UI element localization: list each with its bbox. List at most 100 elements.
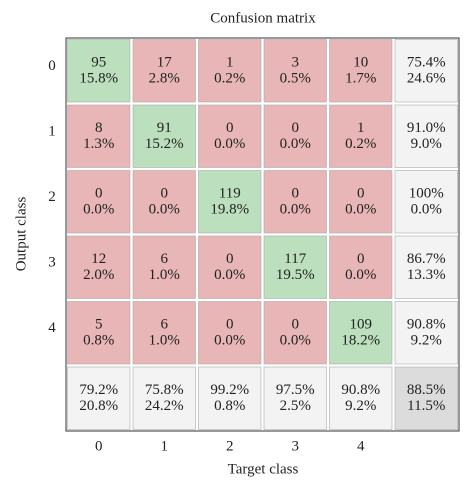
cell [132, 104, 196, 168]
cell [132, 235, 196, 299]
summary-text-top: 91.0% [407, 120, 446, 136]
x-tick-label: 3 [292, 438, 300, 454]
x-tick-label: 0 [95, 438, 103, 454]
chart-title: Confusion matrix [210, 10, 316, 26]
cell-text-bottom: 0.0% [280, 136, 311, 152]
cell-text-top: 0 [161, 185, 169, 201]
cell [67, 301, 131, 365]
summary-text-bottom: 13.3% [407, 267, 446, 283]
cell-text-top: 91 [157, 120, 172, 136]
cell-text-top: 0 [95, 185, 103, 201]
cell-text-bottom: 0.0% [345, 267, 376, 283]
cell-text-top: 119 [219, 185, 241, 201]
cell-text-top: 3 [292, 54, 300, 70]
cell-text-bottom: 0.0% [214, 332, 245, 348]
summary-text-top: 90.8% [407, 316, 446, 332]
cell-text-bottom: 19.5% [276, 267, 315, 283]
summary-text-top: 99.2% [210, 382, 249, 398]
cell [263, 39, 327, 103]
cell [132, 301, 196, 365]
overall-text-bottom: 11.5% [407, 398, 445, 414]
cell [198, 39, 262, 103]
cell [263, 104, 327, 168]
cell [198, 170, 262, 234]
summary-cell [67, 366, 131, 430]
summary-text-bottom: 0.0% [411, 201, 442, 217]
summary-text-top: 75.4% [407, 54, 446, 70]
summary-cell [198, 366, 262, 430]
cell-text-bottom: 0.0% [149, 201, 180, 217]
cell-text-bottom: 2.0% [83, 267, 114, 283]
summary-cell [132, 366, 196, 430]
cell [198, 235, 262, 299]
cell-text-bottom: 0.0% [214, 136, 245, 152]
summary-text-top: 100% [409, 185, 444, 201]
summary-text-bottom: 24.6% [407, 70, 446, 86]
cell-text-top: 0 [226, 251, 234, 267]
cell-text-bottom: 0.8% [83, 332, 114, 348]
summary-text-top: 97.5% [276, 382, 315, 398]
cell-text-top: 109 [350, 316, 373, 332]
summary-text-top: 86.7% [407, 251, 446, 267]
cell-text-bottom: 19.8% [210, 201, 249, 217]
summary-text-bottom: 9.2% [411, 332, 442, 348]
x-tick-label: 2 [226, 438, 234, 454]
cell-text-top: 1 [226, 54, 234, 70]
summary-text-bottom: 9.0% [411, 136, 442, 152]
cell [132, 170, 196, 234]
summary-cell [394, 39, 458, 103]
cell-text-bottom: 0.5% [280, 70, 311, 86]
y-tick-label: 0 [48, 58, 56, 74]
cell-text-top: 17 [157, 54, 173, 70]
cell [329, 104, 393, 168]
cell-text-top: 0 [226, 120, 234, 136]
cell-text-top: 0 [292, 120, 300, 136]
summary-text-bottom: 9.2% [345, 398, 376, 414]
cell [329, 170, 393, 234]
matrix-frame [65, 37, 460, 432]
cell-text-top: 0 [292, 316, 300, 332]
cell-text-top: 0 [357, 251, 365, 267]
overall-cell [394, 366, 458, 430]
overall-text-top: 88.5% [407, 382, 446, 398]
cell [263, 301, 327, 365]
cell [329, 235, 393, 299]
cell [263, 235, 327, 299]
cell-text-bottom: 1.0% [149, 332, 180, 348]
cell-text-bottom: 0.0% [345, 201, 376, 217]
summary-text-bottom: 0.8% [214, 398, 245, 414]
cell-text-top: 10 [353, 54, 368, 70]
cell-text-top: 0 [226, 316, 234, 332]
summary-text-top: 75.8% [145, 382, 184, 398]
summary-text-top: 90.8% [341, 382, 380, 398]
cell-text-top: 5 [95, 316, 103, 332]
cell-text-bottom: 1.7% [345, 70, 376, 86]
cell [67, 170, 131, 234]
x-tick-label: 1 [161, 438, 169, 454]
cell [67, 104, 131, 168]
cell [198, 301, 262, 365]
cell-text-bottom: 15.2% [145, 136, 184, 152]
cell-text-top: 8 [95, 120, 103, 136]
cell-text-bottom: 0.2% [214, 70, 245, 86]
cell-text-bottom: 1.3% [83, 136, 114, 152]
cell [263, 170, 327, 234]
cell [329, 301, 393, 365]
summary-cell [394, 170, 458, 234]
cell [329, 39, 393, 103]
cell-text-bottom: 0.2% [345, 136, 376, 152]
y-tick-label: 4 [48, 320, 56, 336]
summary-cell [329, 366, 393, 430]
cell-text-bottom: 15.8% [79, 70, 118, 86]
y-axis-label: Output class [13, 197, 29, 272]
y-tick-label: 3 [48, 255, 56, 271]
cell-text-top: 117 [284, 251, 306, 267]
cell-text-bottom: 2.8% [149, 70, 180, 86]
summary-text-top: 79.2% [79, 382, 118, 398]
cell-text-top: 1 [357, 120, 365, 136]
summary-cell [394, 301, 458, 365]
y-tick-label: 1 [48, 124, 56, 140]
summary-cell [263, 366, 327, 430]
cell-text-bottom: 18.2% [341, 332, 380, 348]
